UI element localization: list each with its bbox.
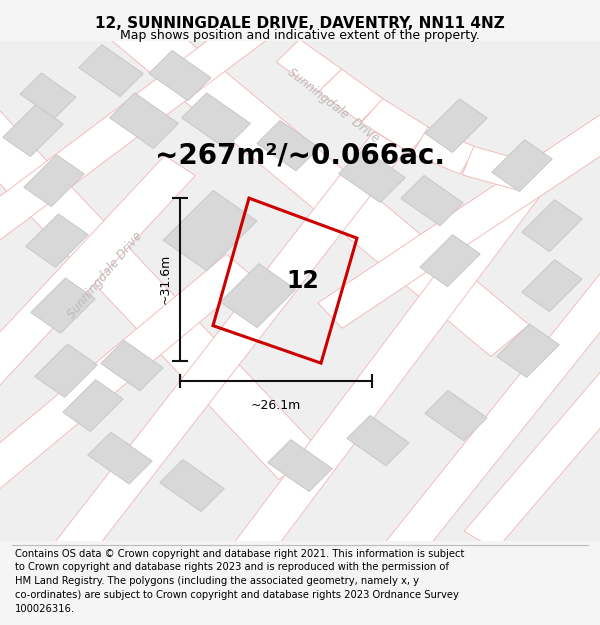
Polygon shape: [0, 254, 254, 502]
Polygon shape: [101, 341, 163, 391]
Text: 12, SUNNINGDALE DRIVE, DAVENTRY, NN11 4NZ: 12, SUNNINGDALE DRIVE, DAVENTRY, NN11 4N…: [95, 16, 505, 31]
Polygon shape: [149, 51, 211, 101]
Polygon shape: [44, 132, 406, 574]
Polygon shape: [268, 439, 332, 492]
Polygon shape: [24, 155, 84, 206]
Polygon shape: [463, 146, 527, 190]
Polygon shape: [223, 157, 557, 574]
Polygon shape: [374, 257, 600, 574]
Text: ~31.6m: ~31.6m: [158, 254, 172, 304]
Polygon shape: [0, 4, 283, 252]
Polygon shape: [361, 99, 431, 152]
Polygon shape: [0, 156, 196, 401]
Text: co-ordinates) are subject to Crown copyright and database rights 2023 Ordnance S: co-ordinates) are subject to Crown copyr…: [15, 590, 459, 600]
Polygon shape: [339, 149, 405, 202]
Polygon shape: [160, 459, 224, 512]
Polygon shape: [492, 140, 552, 191]
Polygon shape: [347, 416, 409, 466]
Polygon shape: [63, 380, 123, 431]
Polygon shape: [412, 127, 476, 174]
Text: 100026316.: 100026316.: [15, 604, 75, 614]
Polygon shape: [425, 99, 487, 152]
Text: Sunningdale Drive: Sunningdale Drive: [65, 230, 145, 321]
Polygon shape: [276, 39, 342, 92]
Polygon shape: [88, 432, 152, 484]
Polygon shape: [182, 93, 250, 148]
Text: Map shows position and indicative extent of the property.: Map shows position and indicative extent…: [120, 29, 480, 42]
Polygon shape: [79, 44, 143, 97]
Polygon shape: [420, 235, 480, 286]
Polygon shape: [522, 200, 582, 251]
Polygon shape: [464, 356, 600, 550]
Polygon shape: [31, 278, 95, 333]
Polygon shape: [257, 121, 319, 171]
Polygon shape: [425, 391, 487, 441]
Text: HM Land Registry. The polygons (including the associated geometry, namely x, y: HM Land Registry. The polygons (includin…: [15, 576, 419, 586]
Text: ~26.1m: ~26.1m: [251, 399, 301, 412]
Polygon shape: [522, 260, 582, 311]
Text: Contains OS data © Crown copyright and database right 2021. This information is : Contains OS data © Crown copyright and d…: [15, 549, 464, 559]
Polygon shape: [318, 69, 384, 122]
Text: Sunningdale  Drive: Sunningdale Drive: [285, 66, 381, 146]
Text: ~267m²/~0.066ac.: ~267m²/~0.066ac.: [155, 142, 445, 169]
Polygon shape: [101, 0, 529, 356]
Polygon shape: [401, 176, 463, 226]
Polygon shape: [110, 93, 178, 148]
Polygon shape: [26, 214, 88, 268]
Text: 12: 12: [287, 269, 319, 293]
Polygon shape: [35, 344, 97, 398]
Polygon shape: [163, 191, 257, 271]
Polygon shape: [220, 264, 296, 328]
Polygon shape: [318, 103, 600, 328]
Polygon shape: [0, 102, 321, 479]
Polygon shape: [497, 324, 559, 378]
Polygon shape: [3, 105, 63, 156]
Text: to Crown copyright and database rights 2023 and is reproduced with the permissio: to Crown copyright and database rights 2…: [15, 562, 449, 572]
Polygon shape: [20, 73, 76, 118]
